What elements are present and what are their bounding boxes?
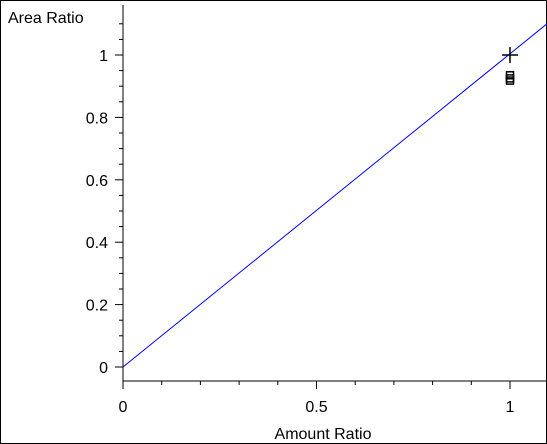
y-tick-label: 0 <box>99 360 108 377</box>
y-tick-label: 0.6 <box>86 173 108 190</box>
x-tick-label: 1 <box>506 399 515 416</box>
y-axis-title: Area Ratio <box>8 10 84 27</box>
y-tick-label: 1 <box>99 48 108 65</box>
x-tick-label: 0 <box>119 399 128 416</box>
y-tick-label: 0.8 <box>86 110 108 127</box>
fit-line <box>122 23 547 368</box>
x-tick-label: 0.5 <box>305 399 327 416</box>
y-tick-label: 0.4 <box>86 235 108 252</box>
y-tick-label: 0.2 <box>86 298 108 315</box>
data-point <box>505 76 515 85</box>
x-axis-title: Amount Ratio <box>275 426 372 443</box>
